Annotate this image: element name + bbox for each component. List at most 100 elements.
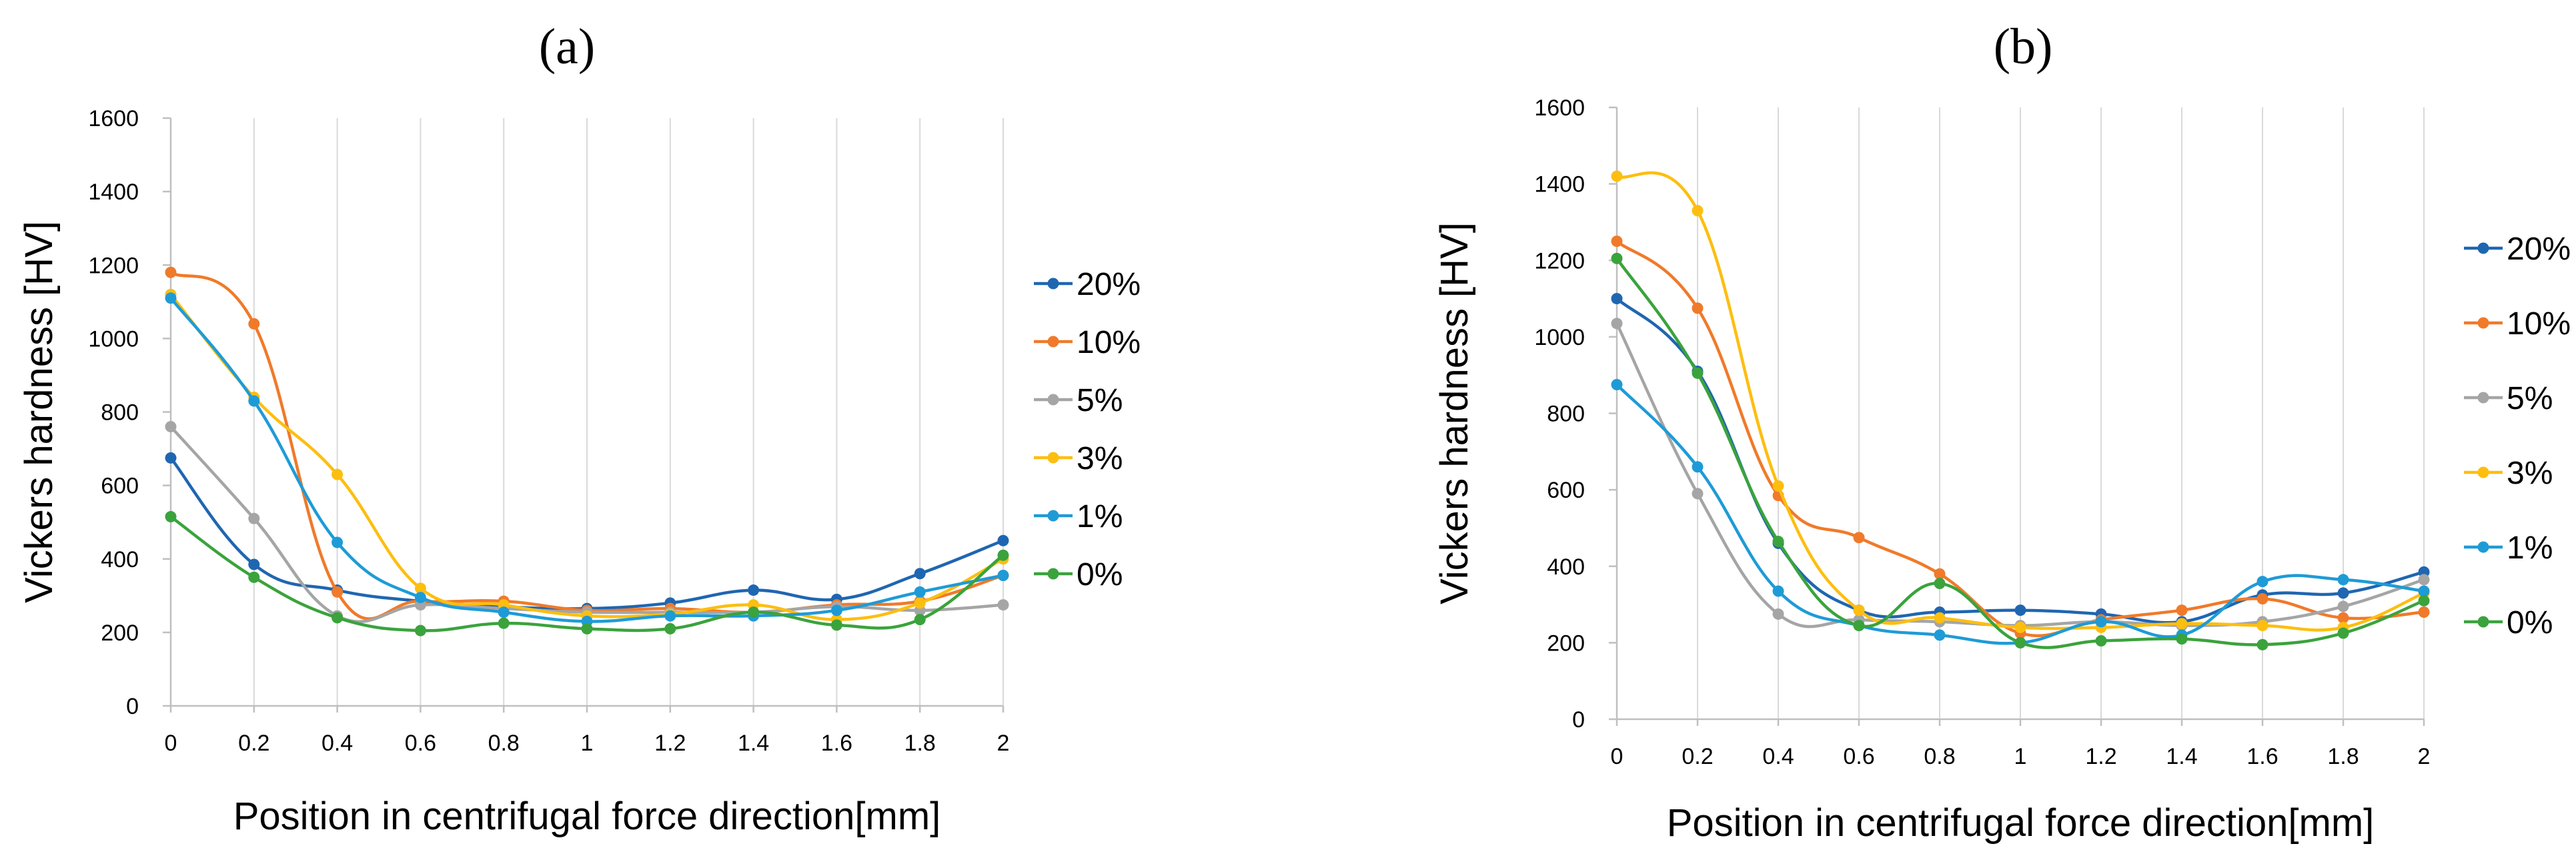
data-point-0pct-1	[1692, 367, 1704, 379]
data-point-1pct-1	[248, 395, 260, 407]
legend-marker-3pct	[2477, 466, 2489, 478]
data-point-3pct-3	[1853, 604, 1865, 616]
data-point-5pct-0	[1611, 318, 1623, 330]
series-line-3pct	[1616, 171, 2425, 632]
y-axis-title: Vickers hardness [HV]	[17, 221, 61, 603]
legend-label-10pct: 10%	[2507, 306, 2571, 342]
legend-marker-3pct	[1047, 452, 1059, 464]
x-tick-label: 0	[1611, 744, 1624, 769]
legend-label-1pct: 1%	[2507, 530, 2553, 566]
data-point-1pct-2	[1772, 585, 1784, 597]
data-point-20pct-0	[1611, 293, 1623, 305]
data-point-5pct-10	[2418, 574, 2430, 586]
legend-marker-5pct	[1047, 394, 1059, 406]
legend-label-3pct: 3%	[1077, 441, 1123, 476]
data-point-3pct-2	[332, 468, 344, 480]
y-tick-label: 1400	[1534, 172, 1585, 197]
data-point-1pct-4	[1934, 629, 1946, 641]
x-tick-label: 1.8	[904, 731, 936, 756]
data-point-20pct-9	[914, 568, 926, 580]
y-tick-label: 400	[1547, 554, 1585, 580]
y-tick-label: 0	[126, 694, 139, 719]
legend-marker-10pct	[2477, 317, 2489, 329]
x-tick-label: 0	[165, 731, 177, 756]
data-point-10pct-10	[2418, 606, 2430, 618]
series-line-1pct	[169, 297, 1004, 623]
data-point-1pct-3	[414, 592, 426, 604]
data-point-10pct-2	[332, 586, 344, 598]
data-point-10pct-4	[1934, 568, 1946, 580]
y-tick-label: 1400	[88, 179, 139, 205]
data-point-1pct-8	[2257, 576, 2269, 588]
data-point-1pct-6	[664, 610, 676, 622]
data-point-0pct-1	[248, 571, 260, 583]
legend-label-10pct: 10%	[1077, 325, 1141, 360]
data-point-0pct-7	[748, 606, 760, 618]
data-point-3pct-8	[2257, 620, 2269, 632]
panel-b: (b) 0 200 400 600 800 1000 1200 1400 1600 0 0.2 0.4 0…	[1433, 19, 2571, 845]
x-axis-title: Position in centrifugal force direction[…	[1667, 801, 2375, 845]
series-line-3pct	[169, 293, 1005, 621]
data-point-5pct-9	[2337, 600, 2349, 612]
data-point-3pct-5	[2014, 621, 2026, 633]
data-point-20pct-9	[2337, 587, 2349, 599]
x-tick-label: 0.8	[488, 731, 520, 756]
data-point-3pct-3	[414, 582, 426, 594]
data-point-20pct-7	[748, 584, 760, 596]
x-tick-label: 0.2	[1682, 744, 1713, 769]
x-tick-label: 0.6	[1843, 744, 1874, 769]
data-point-10pct-7	[2176, 604, 2188, 616]
x-tick-label: 0.4	[321, 731, 353, 756]
data-point-0pct-10	[997, 549, 1009, 561]
data-point-0pct-6	[2095, 635, 2107, 647]
data-point-1pct-9	[914, 586, 926, 598]
x-tick-label: 0.8	[1924, 744, 1955, 769]
data-point-0pct-5	[2014, 636, 2026, 649]
data-point-10pct-8	[2257, 592, 2269, 604]
legend-marker-1pct	[1047, 510, 1059, 522]
x-tick-label: 1.2	[2085, 744, 2116, 769]
panel-label: (a)	[539, 19, 595, 75]
y-tick-label: 600	[1547, 478, 1585, 503]
data-point-10pct-1	[248, 318, 260, 330]
data-point-0pct-0	[1611, 252, 1623, 264]
x-tick-label: 1.2	[654, 731, 686, 756]
x-tick-label: 1.4	[2166, 744, 2197, 769]
y-tick-label: 1200	[1534, 248, 1585, 274]
series-line-1pct	[1616, 383, 2425, 645]
x-axis-title: Position in centrifugal force direction[…	[233, 795, 941, 838]
legend-label-0pct: 0%	[2507, 605, 2553, 640]
legend-marker-0pct	[2477, 616, 2489, 628]
data-point-1pct-0	[165, 292, 177, 304]
series-line-10pct	[169, 271, 1004, 620]
data-point-0pct-2	[332, 612, 344, 624]
data-point-0pct-9	[2337, 627, 2349, 639]
data-point-5pct-10	[997, 599, 1009, 611]
y-tick-label: 1600	[88, 106, 139, 131]
data-point-1pct-1	[1692, 461, 1704, 473]
y-tick-label: 400	[101, 547, 139, 572]
y-tick-label: 1600	[1534, 95, 1585, 121]
data-point-0pct-3	[1853, 620, 1865, 632]
x-tick-label: 2	[2418, 744, 2431, 769]
x-tick-label: 0.6	[405, 731, 436, 756]
data-point-1pct-10	[2418, 585, 2430, 597]
data-point-0pct-4	[1934, 578, 1946, 590]
data-point-1pct-6	[2095, 616, 2107, 628]
data-point-0pct-8	[830, 619, 842, 631]
legend-label-20pct: 20%	[2507, 232, 2571, 267]
data-point-10pct-0	[1611, 236, 1623, 248]
data-point-3pct-7	[2176, 618, 2188, 630]
series-line-0pct	[1616, 258, 2425, 649]
legend-label-3pct: 3%	[2507, 456, 2553, 491]
x-tick-label: 1	[581, 731, 594, 756]
x-tick-label: 2	[997, 731, 1010, 756]
y-tick-label: 1000	[88, 326, 139, 352]
data-point-0pct-8	[2257, 638, 2269, 651]
legend-marker-20pct	[2477, 242, 2489, 254]
data-point-10pct-0	[165, 266, 177, 278]
data-point-5pct-1	[1692, 488, 1704, 500]
data-point-1pct-0	[1611, 379, 1623, 391]
series-line-10pct	[1616, 240, 2425, 638]
